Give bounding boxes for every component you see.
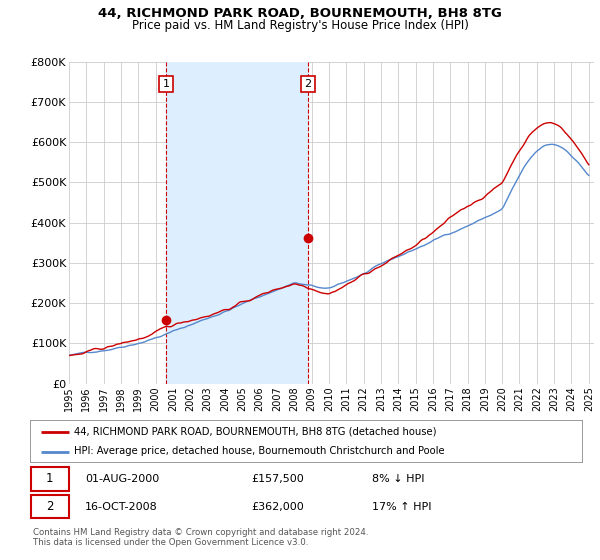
Text: Contains HM Land Registry data © Crown copyright and database right 2024.
This d: Contains HM Land Registry data © Crown c… <box>33 528 368 548</box>
Text: 44, RICHMOND PARK ROAD, BOURNEMOUTH, BH8 8TG: 44, RICHMOND PARK ROAD, BOURNEMOUTH, BH8… <box>98 7 502 20</box>
Text: HPI: Average price, detached house, Bournemouth Christchurch and Poole: HPI: Average price, detached house, Bour… <box>74 446 445 456</box>
Text: 8% ↓ HPI: 8% ↓ HPI <box>372 474 425 484</box>
Text: 17% ↑ HPI: 17% ↑ HPI <box>372 502 432 511</box>
Text: £362,000: £362,000 <box>251 502 304 511</box>
FancyBboxPatch shape <box>31 467 68 491</box>
Text: 1: 1 <box>163 79 170 89</box>
Text: 1: 1 <box>46 473 53 486</box>
Text: 01-AUG-2000: 01-AUG-2000 <box>85 474 160 484</box>
FancyBboxPatch shape <box>31 495 68 519</box>
Bar <box>166 62 308 384</box>
Text: 44, RICHMOND PARK ROAD, BOURNEMOUTH, BH8 8TG (detached house): 44, RICHMOND PARK ROAD, BOURNEMOUTH, BH8… <box>74 427 437 437</box>
Text: 2: 2 <box>305 79 311 89</box>
Text: Price paid vs. HM Land Registry's House Price Index (HPI): Price paid vs. HM Land Registry's House … <box>131 19 469 32</box>
Text: 16-OCT-2008: 16-OCT-2008 <box>85 502 158 511</box>
Text: £157,500: £157,500 <box>251 474 304 484</box>
Text: 2: 2 <box>46 500 53 513</box>
